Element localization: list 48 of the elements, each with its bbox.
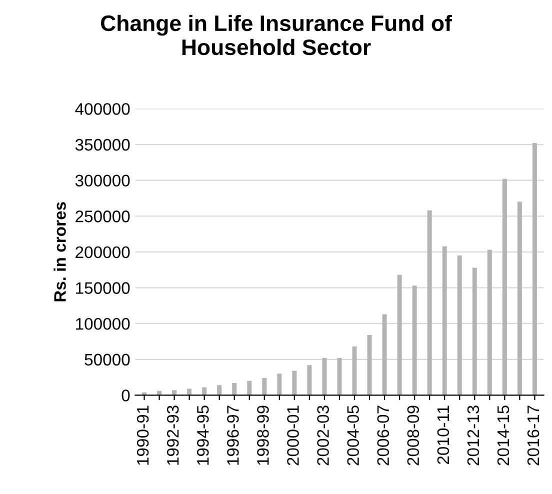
x-tick-label: 2008-09: [407, 406, 420, 466]
x-tick-label: 1990-91: [136, 406, 149, 465]
bar: [307, 365, 312, 396]
bar: [172, 390, 177, 396]
y-tick-label: 0: [122, 390, 130, 402]
bar: [517, 202, 522, 396]
chart-title: Change in Life Insurance Fund of Household Sector: [100, 14, 452, 56]
bar: [427, 210, 432, 396]
y-axis-title: Rs. in crores: [54, 202, 66, 302]
bar: [217, 385, 222, 396]
bar: [502, 178, 507, 396]
x-tick-label: 2006-07: [377, 406, 390, 466]
y-tick-label: 50000: [84, 354, 130, 366]
x-tick-label: 2016-17: [527, 406, 540, 466]
x-tick-label: 2000-01: [287, 406, 299, 466]
bar: [337, 358, 342, 396]
bar: [367, 335, 372, 396]
bar: [322, 358, 327, 396]
x-tick-label: 2012-13: [467, 406, 480, 466]
bar: [442, 246, 447, 396]
y-tick-label: 400000: [75, 103, 130, 115]
bar: [412, 286, 417, 396]
bar: [532, 143, 537, 396]
y-tick-label: 150000: [76, 282, 130, 294]
y-tick-label: 350000: [75, 138, 130, 151]
x-tick-label: 1992-93: [166, 406, 179, 465]
y-tick-label: 250000: [76, 210, 130, 222]
x-tick-label: 1994-95: [196, 406, 209, 465]
x-tick-label: 2014-15: [497, 406, 510, 466]
x-tick-label: 2004-05: [347, 406, 359, 466]
bar: [487, 250, 492, 396]
bar: [397, 274, 402, 396]
x-tick-label: 2010-11: [437, 406, 450, 464]
bar: [232, 383, 237, 396]
x-tick-label: 2002-03: [317, 406, 329, 466]
x-tick-label: 1996-97: [227, 406, 239, 465]
bar: [262, 378, 267, 396]
bar: [457, 256, 462, 396]
bar: [352, 346, 357, 396]
x-tick-label: 1998-99: [257, 406, 269, 465]
y-tick-label: 200000: [76, 246, 130, 258]
bar: [292, 370, 297, 396]
bar: [277, 374, 282, 396]
y-tick-label: 300000: [75, 174, 130, 187]
bar: [247, 380, 252, 396]
bar: [382, 314, 387, 396]
bar: [472, 268, 477, 396]
y-tick-label: 100000: [76, 318, 130, 330]
